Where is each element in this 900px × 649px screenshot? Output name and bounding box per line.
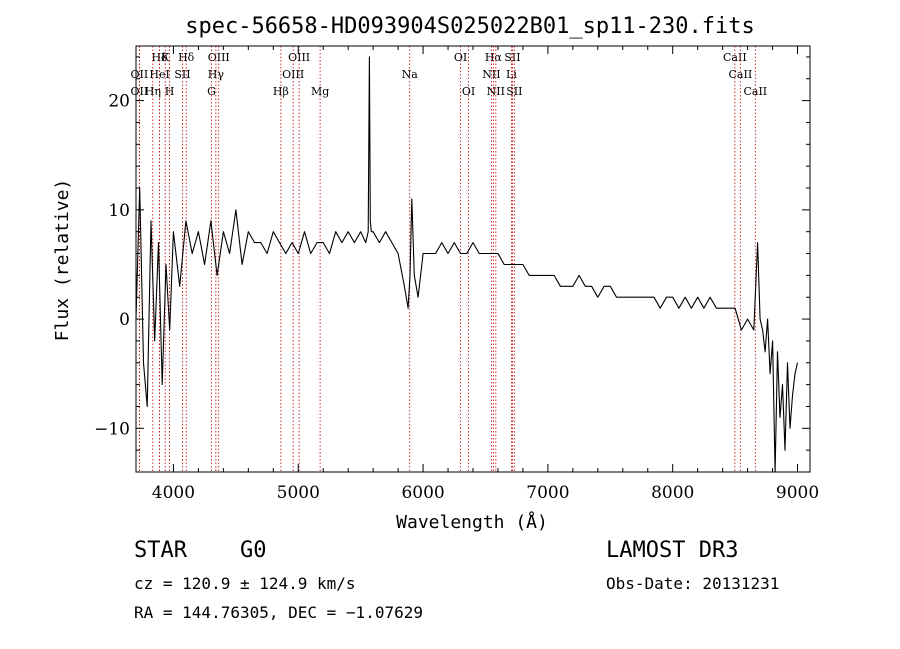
spectral-line-label: NII	[482, 68, 500, 81]
spectrum-chart: spec-56658-HD093904S025022B01_sp11-230.f…	[52, 14, 819, 533]
spectral-line-label: OIII	[282, 68, 304, 81]
obs-date: Obs-Date: 20131231	[606, 574, 780, 593]
object-subclass: G0	[240, 538, 267, 563]
spectral-line-label: Na	[402, 68, 419, 81]
y-tick-label: 10	[108, 201, 130, 221]
y-tick-label: 20	[108, 92, 130, 112]
spectral-line-label: CaII	[729, 68, 753, 81]
spectral-line-label: Hδ	[178, 51, 195, 64]
spectral-line-label: OIII	[208, 51, 230, 64]
spectral-line-label: SII	[504, 51, 520, 64]
spectral-line-label: OIII	[288, 51, 310, 64]
coordinates-text: RA = 144.76305, DEC = −1.07629	[134, 603, 423, 622]
survey-name: LAMOST DR3	[606, 538, 739, 563]
spectral-line-label: K	[161, 51, 170, 64]
flux-line	[135, 56, 799, 473]
chart-title: spec-56658-HD093904S025022B01_sp11-230.f…	[185, 14, 755, 39]
object-class: STAR	[134, 538, 187, 563]
x-tick-label: 4000	[152, 483, 195, 503]
y-tick-label: −10	[94, 419, 130, 439]
x-axis-label: Wavelength (Å)	[396, 511, 548, 533]
x-tick-label: 9000	[776, 483, 819, 503]
redshift-text: cz = 120.9 ± 124.9 km/s	[134, 574, 356, 593]
spectral-line-label: Hη	[145, 85, 161, 98]
spectral-line-label: OI	[462, 85, 475, 98]
spectral-line-label: OI	[454, 51, 467, 64]
x-tick-label: 8000	[651, 483, 694, 503]
x-tick-label: 5000	[277, 483, 320, 503]
spectral-line-label: Mg	[311, 85, 329, 98]
spectral-line-label: SII	[174, 68, 190, 81]
spectral-line-label: HeI	[149, 68, 169, 81]
spectral-line-label: SII	[506, 85, 522, 98]
spectral-line-label: NII	[487, 85, 505, 98]
spectral-line-label: H	[165, 85, 175, 98]
x-tick-label: 6000	[401, 483, 444, 503]
spectral-line-label: CaII	[723, 51, 747, 64]
x-tick-label: 7000	[526, 483, 569, 503]
y-axis-label: Flux (relative)	[52, 179, 73, 342]
spectral-line-label: Hα	[485, 51, 503, 64]
spectral-line-label: CaII	[743, 85, 767, 98]
spectral-line-label: Hβ	[273, 85, 289, 98]
series-layer	[135, 56, 799, 473]
axes: 4000 5000 6000 7000 8000 9000 −10 0 10 20	[94, 46, 819, 503]
spectral-line-label: G	[207, 85, 216, 98]
spectral-line-label: Li	[506, 68, 517, 81]
y-tick-label: 0	[119, 310, 130, 330]
spectral-line-label: OII	[131, 85, 149, 98]
plot-frame	[135, 45, 811, 473]
spectral-line-label: Hγ	[208, 68, 225, 81]
